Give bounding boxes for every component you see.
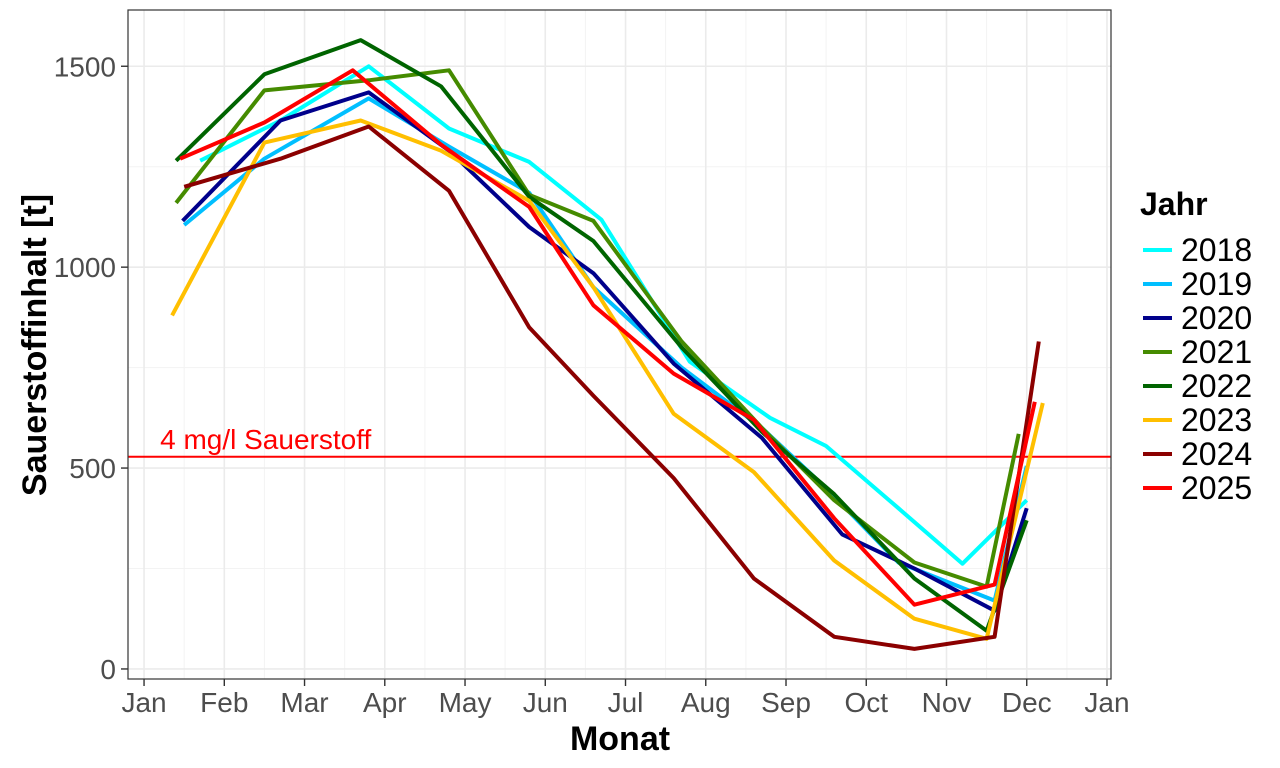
x-tick-label: Oct bbox=[844, 687, 888, 718]
series-line-2024 bbox=[183, 124, 1041, 651]
x-tick-label: Nov bbox=[922, 687, 972, 718]
x-tick-label: Jul bbox=[608, 687, 644, 718]
x-axis-ticks: Jan Feb Mar Apr May Jun Jul Aug Sep Oct Nov Dec Jan bbox=[121, 679, 1130, 718]
x-tick-label: Sep bbox=[761, 687, 811, 718]
legend-title: Jahr bbox=[1140, 186, 1208, 222]
legend-label-2025: 2025 bbox=[1181, 470, 1252, 506]
plot-border bbox=[127, 9, 1112, 680]
series-line-2023 bbox=[170, 118, 1045, 641]
x-tick-label: Aug bbox=[681, 687, 731, 718]
x-tick-label: Dec bbox=[1002, 687, 1052, 718]
y-tick-label: 1000 bbox=[54, 252, 116, 283]
legend-label-2020: 2020 bbox=[1181, 300, 1252, 336]
x-tick-label: Mar bbox=[280, 687, 328, 718]
legend-label-2018: 2018 bbox=[1181, 232, 1252, 268]
legend-label-2022: 2022 bbox=[1181, 368, 1252, 404]
legend-label-2021: 2021 bbox=[1181, 334, 1252, 370]
major-gridlines bbox=[128, 10, 1111, 679]
legend-label-2023: 2023 bbox=[1181, 402, 1252, 438]
x-axis-title: Monat bbox=[570, 720, 670, 758]
x-tick-label: May bbox=[439, 687, 492, 718]
series-line-2020 bbox=[181, 90, 1029, 613]
y-tick-label: 1500 bbox=[54, 51, 116, 82]
x-tick-label: Jan bbox=[121, 687, 166, 718]
y-tick-label: 0 bbox=[100, 654, 116, 685]
series-line-2025 bbox=[179, 68, 1037, 607]
series-line-2021 bbox=[174, 68, 1021, 589]
legend-label-2024: 2024 bbox=[1181, 436, 1252, 472]
reference-line-label: 4 mg/l Sauerstoff bbox=[160, 424, 371, 455]
series-lines bbox=[170, 38, 1045, 651]
x-tick-label: Jan bbox=[1084, 687, 1129, 718]
x-tick-label: Apr bbox=[363, 687, 407, 718]
legend-label-2019: 2019 bbox=[1181, 266, 1252, 302]
y-tick-label: 500 bbox=[69, 453, 116, 484]
x-tick-label: Feb bbox=[200, 687, 248, 718]
y-axis-ticks: 0 500 1000 1500 bbox=[54, 51, 128, 685]
x-tick-label: Jun bbox=[523, 687, 568, 718]
y-axis-title: Sauerstoffinhalt [t] bbox=[16, 194, 54, 496]
series-line-2022 bbox=[174, 38, 1029, 633]
